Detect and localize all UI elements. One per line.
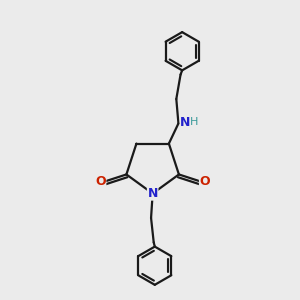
Text: O: O — [200, 175, 210, 188]
Text: H: H — [190, 117, 198, 128]
Text: N: N — [148, 187, 158, 200]
Text: N: N — [180, 116, 190, 129]
Text: O: O — [95, 175, 106, 188]
